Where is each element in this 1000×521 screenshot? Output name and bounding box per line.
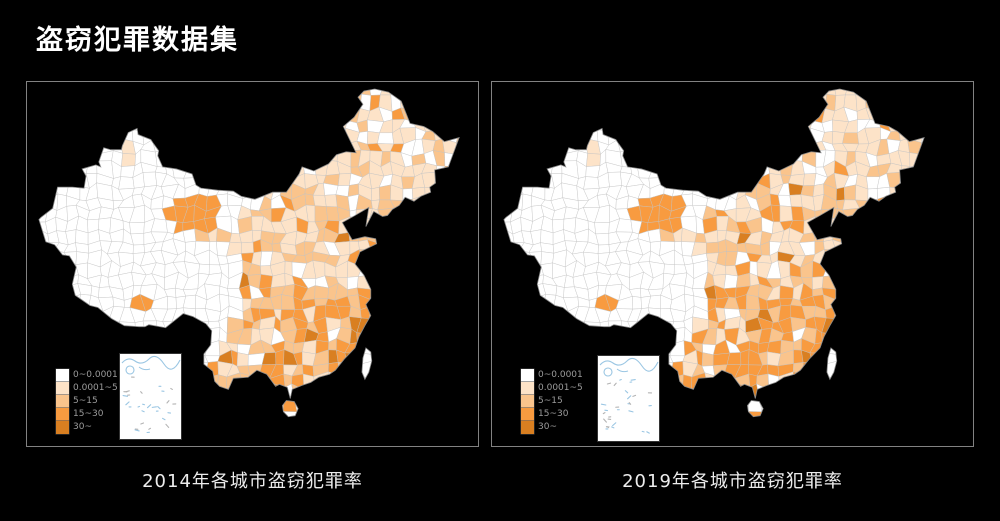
legend-swatch: [56, 421, 69, 434]
legend-row: 0~0.0001: [521, 369, 583, 382]
legend-swatch: [521, 369, 534, 382]
china-choropleth-map-2019: [503, 88, 925, 418]
legend-swatch: [521, 395, 534, 408]
legend-swatch: [56, 369, 69, 382]
legend-row: 0.0001~5: [521, 382, 583, 395]
china-choropleth-map-2014: [38, 88, 460, 418]
legend-row: 5~15: [521, 395, 583, 408]
legend-row: 0.0001~5: [56, 382, 118, 395]
south-china-sea-inset-2014: [119, 353, 182, 440]
map-legend-2019: 0~0.0001 0.0001~5 5~15 15~30 30~: [521, 369, 583, 434]
legend-label: 5~15: [73, 396, 98, 406]
legend-label: 0.0001~5: [73, 383, 118, 393]
legend-label: 30~: [538, 422, 557, 432]
legend-swatch: [56, 382, 69, 395]
figure-title: 盗窃犯罪数据集: [36, 25, 239, 56]
legend-row: 30~: [56, 421, 118, 434]
map-panel-2014: 0~0.0001 0.0001~5 5~15 15~30 30~: [26, 81, 479, 447]
map-legend-2014: 0~0.0001 0.0001~5 5~15 15~30 30~: [56, 369, 118, 434]
legend-swatch: [521, 408, 534, 421]
map-caption-2014: 2014年各城市盗窃犯罪率: [142, 471, 363, 492]
south-china-sea-inset-2019: [597, 355, 660, 442]
map-caption-2019: 2019年各城市盗窃犯罪率: [622, 471, 843, 492]
legend-row: 0~0.0001: [56, 369, 118, 382]
legend-swatch: [521, 421, 534, 434]
legend-label: 15~30: [73, 409, 104, 419]
map-panel-2019: 0~0.0001 0.0001~5 5~15 15~30 30~: [491, 81, 974, 447]
legend-label: 0~0.0001: [538, 370, 583, 380]
legend-label: 5~15: [538, 396, 563, 406]
legend-swatch: [56, 408, 69, 421]
legend-label: 0~0.0001: [73, 370, 118, 380]
legend-label: 30~: [73, 422, 92, 432]
legend-swatch: [521, 382, 534, 395]
legend-row: 15~30: [56, 408, 118, 421]
legend-row: 30~: [521, 421, 583, 434]
legend-row: 15~30: [521, 408, 583, 421]
legend-label: 0.0001~5: [538, 383, 583, 393]
legend-row: 5~15: [56, 395, 118, 408]
legend-swatch: [56, 395, 69, 408]
legend-label: 15~30: [538, 409, 569, 419]
